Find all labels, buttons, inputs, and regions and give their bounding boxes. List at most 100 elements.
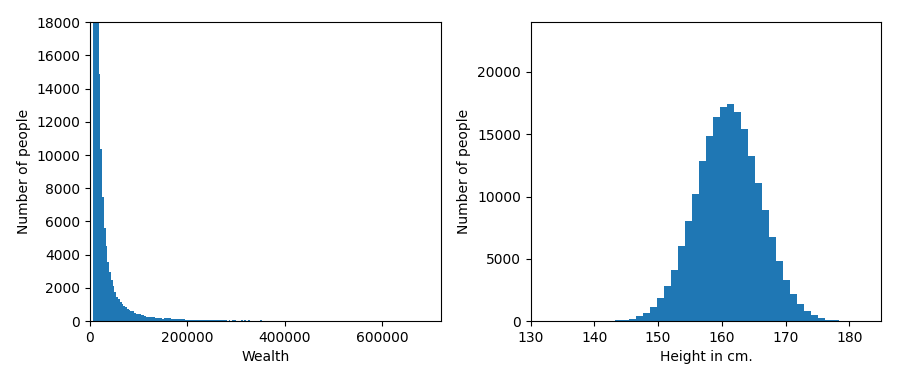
Bar <box>762 210 769 321</box>
Bar <box>225 320 227 321</box>
Y-axis label: Number of people: Number of people <box>457 109 471 234</box>
Bar <box>233 320 235 321</box>
Bar <box>220 320 222 321</box>
Bar <box>241 320 242 321</box>
Bar <box>123 306 125 321</box>
Bar <box>741 129 748 321</box>
Bar <box>169 319 171 321</box>
Bar <box>125 307 127 321</box>
Bar <box>181 319 183 321</box>
Bar <box>97 0 99 321</box>
Bar <box>200 320 202 321</box>
Bar <box>152 317 153 321</box>
Bar <box>183 319 185 321</box>
Bar <box>162 319 163 321</box>
Bar <box>790 294 797 321</box>
Bar <box>191 320 193 321</box>
Bar <box>251 320 253 321</box>
Bar <box>178 319 180 321</box>
Bar <box>255 320 257 321</box>
Bar <box>167 319 169 321</box>
Bar <box>99 74 101 321</box>
Bar <box>127 309 128 321</box>
Bar <box>156 318 158 321</box>
Bar <box>825 320 832 321</box>
Bar <box>259 320 260 321</box>
Bar <box>213 320 215 321</box>
Bar <box>121 304 123 321</box>
Bar <box>207 320 209 321</box>
Bar <box>211 320 213 321</box>
X-axis label: Wealth: Wealth <box>242 351 289 364</box>
Bar <box>615 320 621 321</box>
Bar <box>141 315 143 321</box>
Bar <box>185 320 187 321</box>
Bar <box>148 317 150 321</box>
Bar <box>720 107 727 321</box>
Bar <box>664 286 671 321</box>
Bar <box>146 317 148 321</box>
Bar <box>755 184 762 321</box>
Bar <box>145 316 146 321</box>
Bar <box>239 320 241 321</box>
Bar <box>797 304 805 321</box>
Bar <box>650 307 656 321</box>
Bar <box>260 320 262 321</box>
Bar <box>163 318 165 321</box>
Bar <box>629 319 636 321</box>
Bar <box>244 320 246 321</box>
Bar <box>118 299 119 321</box>
Bar <box>171 319 172 321</box>
Bar <box>104 227 106 321</box>
Bar <box>110 272 111 321</box>
Bar <box>228 320 230 321</box>
Bar <box>172 319 174 321</box>
Bar <box>206 320 207 321</box>
Bar <box>656 298 664 321</box>
Bar <box>115 292 116 321</box>
Bar <box>136 314 137 321</box>
Bar <box>699 161 706 321</box>
Bar <box>209 320 211 321</box>
Bar <box>218 320 220 321</box>
Bar <box>130 311 132 321</box>
Bar <box>174 319 176 321</box>
Bar <box>180 319 181 321</box>
Bar <box>269 320 270 321</box>
X-axis label: Height in cm.: Height in cm. <box>659 351 753 364</box>
Bar <box>235 320 237 321</box>
Bar <box>224 320 225 321</box>
Bar <box>106 246 108 321</box>
Bar <box>154 318 156 321</box>
Bar <box>232 320 233 321</box>
Bar <box>195 320 197 321</box>
Bar <box>143 315 145 321</box>
Bar <box>237 320 239 321</box>
Bar <box>713 117 720 321</box>
Bar <box>621 320 629 321</box>
Bar <box>671 270 678 321</box>
Bar <box>811 315 818 321</box>
Bar <box>113 286 115 321</box>
Bar <box>230 320 232 321</box>
Bar <box>160 318 162 321</box>
Bar <box>189 320 191 321</box>
Bar <box>102 197 104 321</box>
Bar <box>150 317 152 321</box>
Bar <box>198 320 200 321</box>
Bar <box>805 311 811 321</box>
Bar <box>95 0 97 321</box>
Bar <box>227 320 228 321</box>
Bar <box>832 320 840 321</box>
Bar <box>215 320 216 321</box>
Bar <box>783 280 790 321</box>
Bar <box>692 194 699 321</box>
Bar <box>116 297 118 321</box>
Bar <box>158 318 160 321</box>
Bar <box>193 320 195 321</box>
Bar <box>165 318 167 321</box>
Bar <box>685 221 692 321</box>
Bar <box>202 320 204 321</box>
Bar <box>253 320 255 321</box>
Y-axis label: Number of people: Number of people <box>17 109 31 234</box>
